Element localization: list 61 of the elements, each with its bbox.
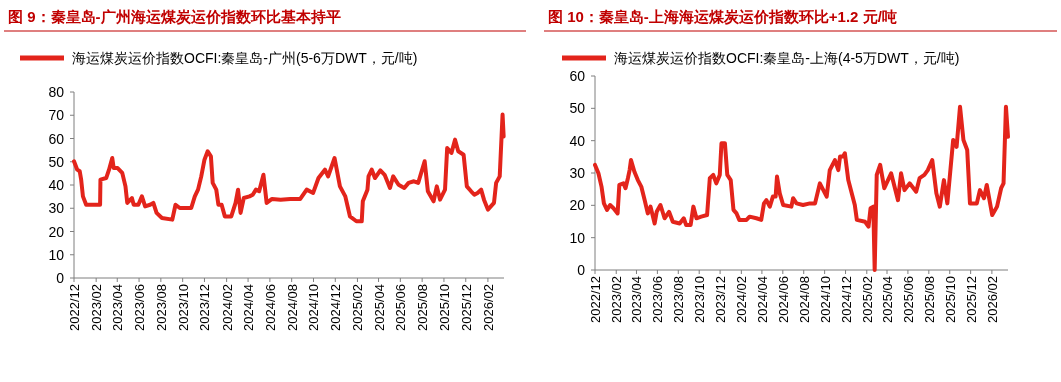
- x-tick-label: 2023/10: [175, 284, 191, 331]
- line-series: [72, 112, 506, 224]
- x-tick-label: 2024/12: [838, 276, 854, 323]
- y-tick-label: 70: [48, 107, 65, 124]
- x-tick-label: 2023/12: [713, 276, 729, 323]
- x-tick-label: 2025/04: [880, 276, 896, 323]
- x-tick-label: 2023/04: [110, 284, 126, 331]
- y-tick-label: 20: [569, 197, 586, 214]
- x-tick-label: 2026/02: [984, 276, 1000, 323]
- x-tick-label: 2023/06: [650, 276, 666, 323]
- x-tick-label: 2023/02: [609, 276, 625, 323]
- x-tick-label: 2025/02: [350, 284, 366, 331]
- x-tick-label: 2024/10: [817, 276, 833, 323]
- x-tick-label: 2022/12: [67, 284, 82, 331]
- x-tick-label: 2024/12: [328, 284, 344, 331]
- y-tick-label: 10: [48, 246, 65, 263]
- x-tick-label: 2024/08: [796, 276, 812, 323]
- x-tick-label: 2023/06: [132, 284, 148, 331]
- x-tick-label: 2024/04: [754, 276, 770, 323]
- x-tick-label: 2024/06: [262, 284, 278, 331]
- x-tick-label: 2025/04: [371, 284, 387, 331]
- x-tick-label: 2023/08: [671, 276, 687, 323]
- x-tick-label: 2022/12: [588, 276, 603, 323]
- x-tick-label: 2024/02: [734, 276, 750, 323]
- x-tick-label: 2025/10: [942, 276, 958, 323]
- x-tick-label: 2024/06: [775, 276, 791, 323]
- x-tick-label: 2023/12: [197, 284, 213, 331]
- y-tick-label: 40: [48, 177, 65, 193]
- y-tick-label: 80: [48, 84, 65, 100]
- x-tick-label: 2023/02: [89, 284, 105, 331]
- x-tick-label: 2024/10: [306, 284, 322, 331]
- x-tick-label: 2023/08: [153, 284, 169, 331]
- x-tick-label: 2024/08: [284, 284, 300, 331]
- y-tick-label: 60: [569, 68, 586, 84]
- x-tick-label: 2025/02: [859, 276, 875, 323]
- x-tick-label: 2024/04: [241, 284, 257, 331]
- x-tick-label: 2025/08: [921, 276, 937, 323]
- y-tick-label: 60: [48, 130, 65, 147]
- x-tick-label: 2025/12: [963, 276, 979, 323]
- x-tick-label: 2026/02: [480, 284, 496, 331]
- x-tick-label: 2024/02: [219, 284, 235, 331]
- y-tick-label: 30: [48, 200, 65, 217]
- chart-title: 图 9：秦皇岛-广州海运煤炭运价指数环比基本持平: [8, 8, 341, 25]
- y-tick-label: 50: [48, 153, 65, 170]
- x-tick-label: 2025/08: [415, 284, 431, 331]
- y-tick-label: 50: [569, 100, 586, 117]
- x-tick-label: 2025/12: [458, 284, 474, 331]
- y-tick-label: 40: [569, 132, 586, 149]
- y-tick-label: 20: [48, 223, 65, 240]
- x-tick-label: 2025/06: [900, 276, 916, 323]
- legend-label: 海运煤炭运价指数OCFI:秦皇岛-上海(4-5万DWT，元/吨): [614, 50, 960, 66]
- x-tick-label: 2023/04: [629, 276, 645, 323]
- x-tick-label: 2023/10: [692, 276, 708, 323]
- y-tick-label: 0: [56, 270, 65, 286]
- x-tick-label: 2025/10: [436, 284, 452, 331]
- y-tick-label: 0: [577, 262, 586, 278]
- y-tick-label: 10: [569, 229, 586, 246]
- x-tick-label: 2025/06: [393, 284, 409, 331]
- y-tick-label: 30: [569, 165, 586, 181]
- legend-label: 海运煤炭运价指数OCFI:秦皇岛-广州(5-6万DWT，元/吨): [72, 50, 418, 66]
- chart-title: 图 10：秦皇岛-上海海运煤炭运价指数环比+1.2 元/吨: [548, 8, 897, 25]
